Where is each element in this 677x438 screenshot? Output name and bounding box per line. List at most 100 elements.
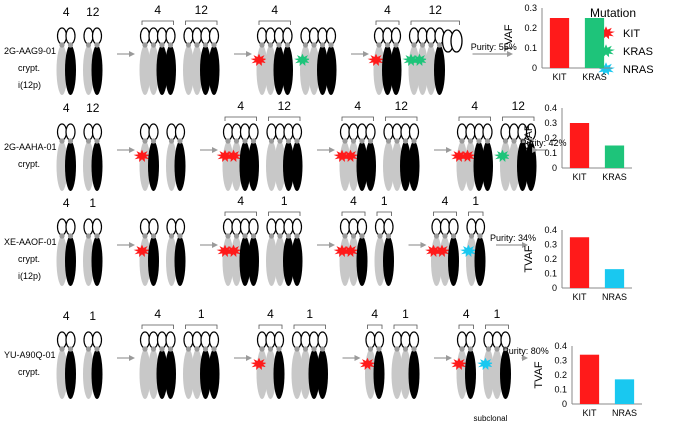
centromere [311, 346, 317, 352]
chromosome-q-arm [266, 236, 277, 286]
centromere [59, 138, 65, 144]
chromosome-q-arm [391, 141, 403, 191]
chromosome-label: 4 [63, 101, 70, 115]
chromosome-p-arm [291, 331, 303, 349]
centromere [177, 233, 183, 239]
chromosome-label: 4 [384, 3, 391, 17]
chromosome-p-arm [208, 27, 220, 45]
mutation-kit-icon [133, 149, 151, 162]
chromosome-q-arm [425, 45, 437, 95]
chromosome [266, 218, 277, 286]
chromosome-q-arm [65, 141, 76, 191]
chromosome-p-arm [166, 218, 177, 236]
chromosome [225, 218, 242, 286]
y-tick-label: 0.2 [544, 254, 557, 264]
arrow-head [246, 355, 252, 361]
chromosome-p-arm [183, 331, 194, 349]
bar-kit [579, 354, 600, 404]
centromere [302, 42, 309, 48]
chromosome-q-arm [91, 236, 103, 286]
chromosome-q-arm [356, 236, 368, 286]
chromosome-q-arm [91, 141, 103, 191]
chromosome [294, 27, 311, 95]
group-bracket [185, 20, 218, 25]
chromosome-p-arm [56, 331, 68, 349]
chromosome-label: 12 [195, 3, 209, 17]
mutation-kit-icon [342, 244, 359, 257]
chromosome-p-arm [56, 218, 68, 236]
tvaf-charts: 0 0.1 0.2 0.3 TVAF KIT KRAS 0 0.1 0.2 0.3 0.4 TVAF KI… [503, 3, 642, 418]
chromosome-q-arm [465, 349, 476, 399]
chromosome-p-arm [391, 331, 403, 349]
tvaf-bar-chart: 0 0.1 0.2 0.3 0.4 TVAF KIT NRAS [523, 225, 632, 302]
sample-subtype: crypt. [18, 254, 40, 264]
chromosome-p-arm [183, 27, 194, 45]
chromosome [133, 218, 151, 286]
chromosome-p-arm [148, 123, 159, 141]
centromere [94, 346, 100, 352]
x-tick-label: KRAS [582, 72, 607, 82]
chromosome-p-arm [156, 27, 168, 45]
legend-label: NRAS [623, 64, 654, 76]
chromosome [56, 218, 68, 286]
group-bracket [393, 324, 418, 329]
centromere [350, 233, 357, 239]
y-axis-label: TVAF [523, 124, 535, 152]
chromosome-q-arm [200, 45, 211, 95]
chromosome [460, 218, 477, 286]
chromosome [342, 123, 359, 191]
chromosome-p-arm [382, 27, 393, 45]
y-tick-label: 0.4 [544, 225, 557, 235]
chromosome-p-arm [483, 331, 494, 349]
chromosome-p-arm [291, 218, 303, 236]
chromosome-q-arm [382, 45, 393, 95]
chromosome [465, 331, 476, 399]
chromosome-q-arm [448, 236, 459, 286]
chromosome-label: 12 [278, 99, 292, 113]
chromosome-p-arm [300, 331, 311, 349]
chromosome-label: 1 [402, 307, 409, 321]
bar-kras [584, 18, 605, 68]
chromosome-p-arm [439, 218, 451, 236]
chromosome [408, 123, 420, 191]
bar-kras [604, 145, 625, 168]
chromosome [166, 123, 177, 191]
chromosome-q-arm [383, 141, 394, 191]
centromere [259, 42, 265, 48]
y-tick-label: 0.1 [524, 43, 537, 53]
sample-karyotype: i(12p) [18, 80, 41, 90]
chromosome-q-arm [491, 349, 503, 399]
centromere [284, 42, 291, 48]
centromere [477, 233, 483, 239]
chromosome [250, 27, 268, 95]
centromere [142, 346, 148, 352]
chromosome-q-arm [91, 45, 103, 95]
sample-row: XE-AAOF-01 crypt. i(12p) 4 1 4 1 4 1 4 1 Purity: 34… [4, 194, 536, 286]
chromosome-p-arm [465, 331, 476, 349]
centromere [484, 138, 491, 144]
centromere [142, 138, 148, 144]
chromosome-p-arm [222, 123, 234, 141]
chromosome-q-arm [374, 236, 386, 286]
chromosome [325, 27, 337, 95]
chromosome [391, 123, 403, 191]
group-bracket [268, 116, 301, 121]
chromosome-p-arm [456, 123, 468, 141]
chromosome-q-arm [300, 349, 311, 399]
chromosome-p-arm [356, 218, 368, 236]
chromosome [91, 218, 103, 286]
x-tick-label: KIT [572, 172, 587, 182]
chromosome-p-arm [474, 218, 486, 236]
chromosome-q-arm [83, 45, 94, 95]
chromosome-p-arm [65, 218, 76, 236]
chromosome-q-arm [273, 349, 285, 399]
chromosome-p-arm [256, 27, 268, 45]
chromosome [459, 123, 476, 191]
group-bracket [293, 324, 326, 329]
chromosome-p-arm [83, 123, 94, 141]
chromosome [383, 218, 394, 286]
chromosome-p-arm [283, 123, 294, 141]
purity-arrow-head [507, 51, 513, 57]
chromosome-q-arm [56, 141, 68, 191]
chromosome-q-arm [400, 349, 411, 399]
